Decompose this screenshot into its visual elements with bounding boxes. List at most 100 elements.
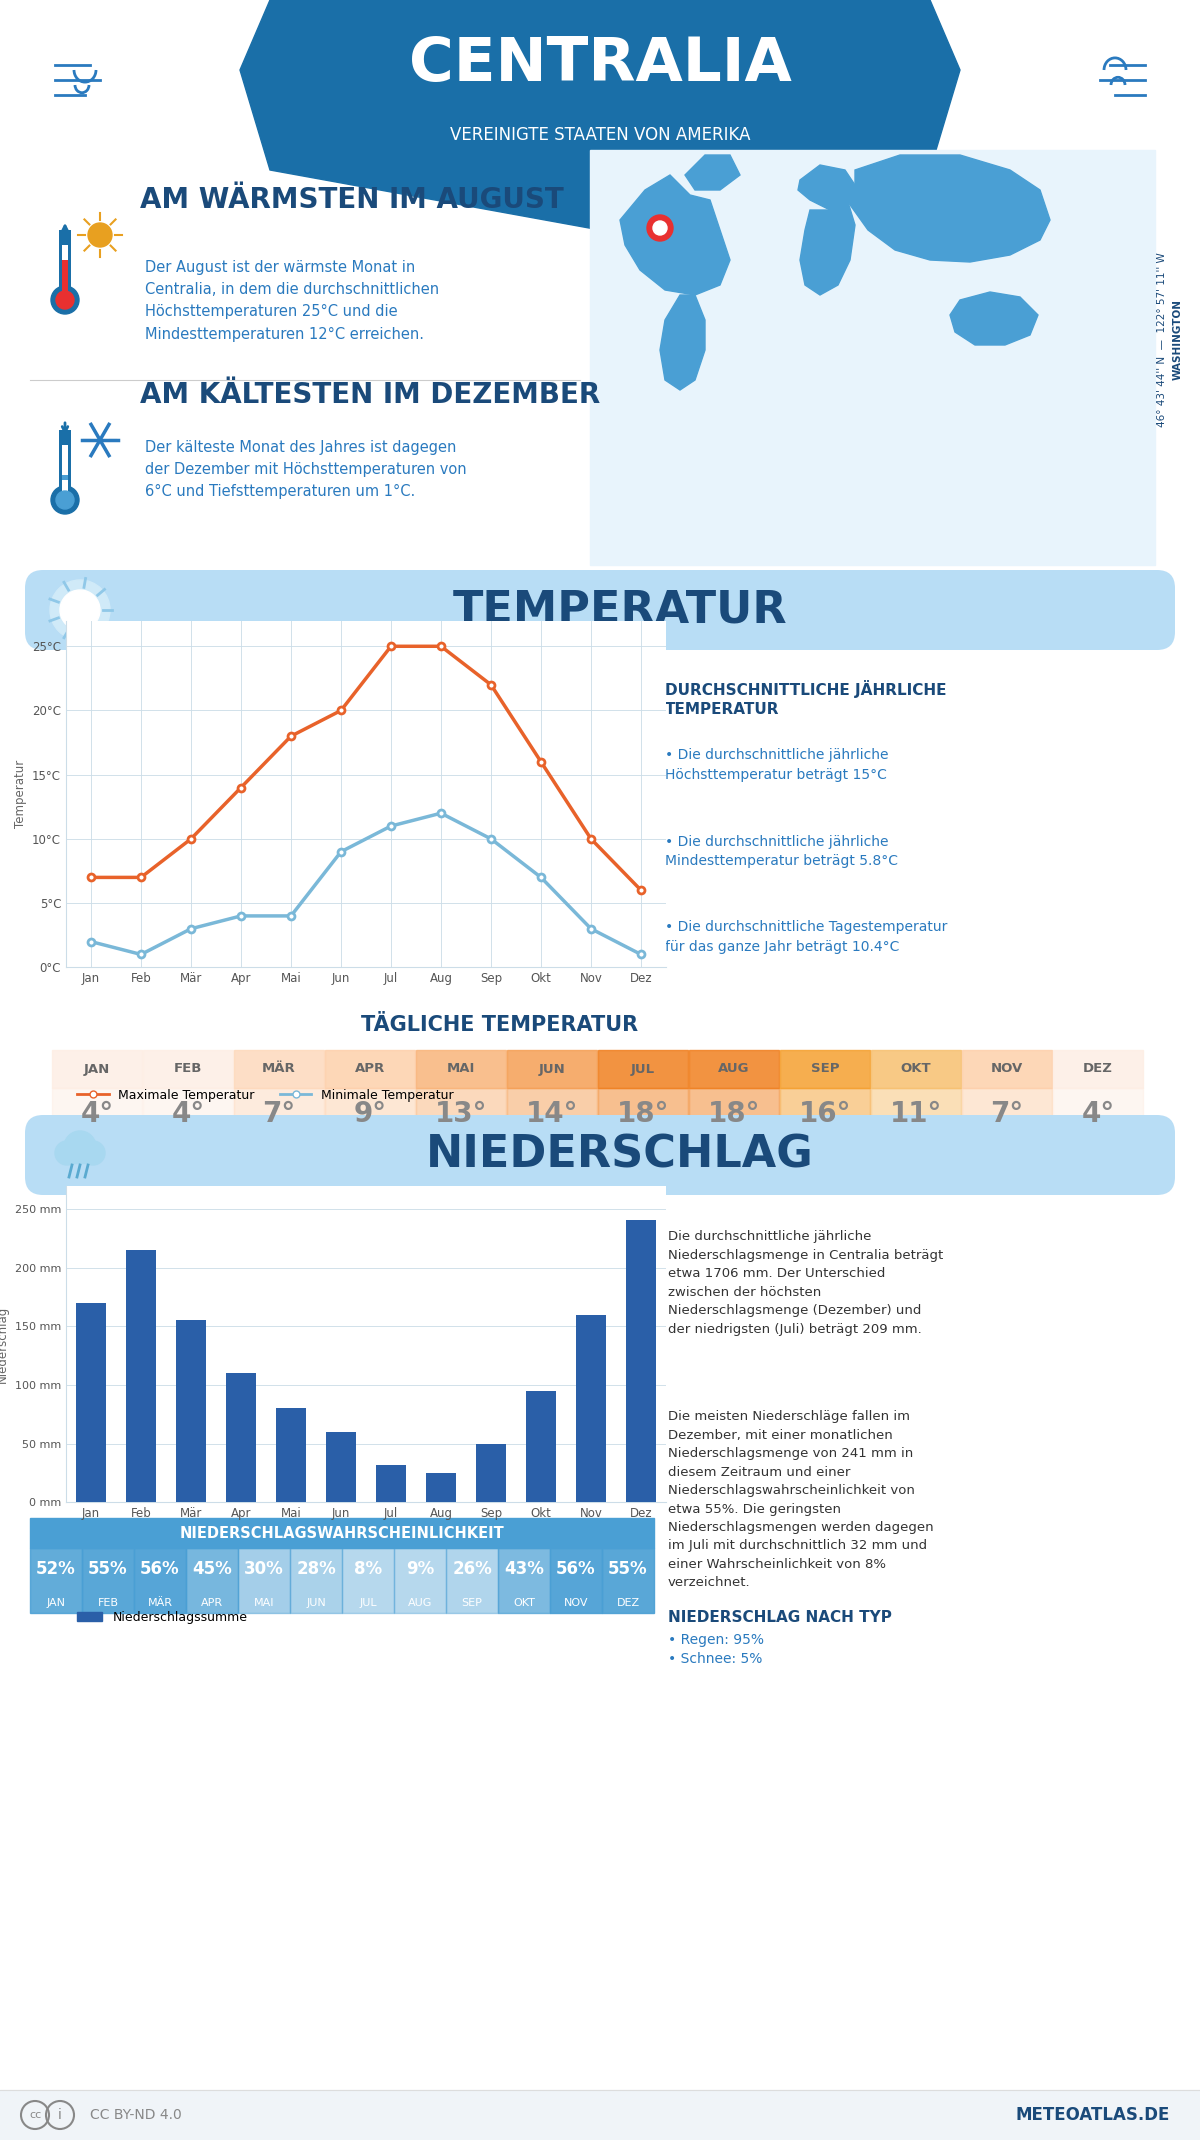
Bar — [276, 1408, 306, 1502]
Text: 55%: 55% — [608, 1560, 648, 1577]
Circle shape — [88, 223, 112, 246]
Polygon shape — [660, 295, 706, 389]
Text: CC BY-ND 4.0: CC BY-ND 4.0 — [90, 2108, 181, 2123]
Text: Die meisten Niederschläge fallen im
Dezember, mit einer monatlichen
Niederschlag: Die meisten Niederschläge fallen im Deze… — [668, 1410, 934, 1590]
Text: JAN: JAN — [47, 1599, 66, 1607]
Text: Der August ist der wärmste Monat in
Centralia, in dem die durchschnittlichen
Höc: Der August ist der wärmste Monat in Cent… — [145, 259, 439, 342]
FancyBboxPatch shape — [25, 1115, 1175, 1194]
Bar — [62, 244, 68, 295]
Bar — [0, 2091, 1200, 2140]
Bar — [62, 445, 68, 494]
Text: MÄR: MÄR — [262, 1061, 296, 1076]
Text: 52%: 52% — [36, 1560, 76, 1577]
Text: 8%: 8% — [354, 1560, 382, 1577]
Text: FEB: FEB — [97, 1599, 119, 1607]
Bar — [52, 1051, 142, 1087]
Bar — [30, 1517, 654, 1547]
Text: NIEDERSCHLAG: NIEDERSCHLAG — [426, 1134, 814, 1177]
Bar — [550, 1547, 601, 1614]
Bar — [689, 1051, 779, 1087]
Text: NIEDERSCHLAG NACH TYP: NIEDERSCHLAG NACH TYP — [668, 1609, 892, 1624]
Circle shape — [50, 580, 110, 640]
Bar — [59, 229, 71, 300]
Circle shape — [55, 1141, 79, 1164]
Text: 56%: 56% — [556, 1560, 596, 1577]
Text: METEOATLAS.DE: METEOATLAS.DE — [1015, 2106, 1170, 2125]
Bar — [689, 1087, 779, 1141]
Text: MAI: MAI — [253, 1599, 275, 1607]
Text: JUN: JUN — [306, 1599, 326, 1607]
Bar — [962, 1051, 1052, 1087]
Bar — [626, 1220, 656, 1502]
Polygon shape — [950, 291, 1038, 345]
Y-axis label: Niederschlag: Niederschlag — [0, 1305, 10, 1382]
Bar — [446, 1547, 498, 1614]
Text: OKT: OKT — [901, 1061, 931, 1076]
Bar — [30, 1547, 82, 1614]
Circle shape — [50, 486, 79, 514]
Bar — [176, 1320, 206, 1502]
Bar — [598, 1051, 688, 1087]
Bar — [871, 1087, 961, 1141]
Text: APR: APR — [355, 1061, 385, 1076]
Bar — [0, 0, 1200, 139]
Bar — [62, 475, 68, 479]
Text: AUG: AUG — [719, 1061, 750, 1076]
Y-axis label: Temperatur: Temperatur — [13, 760, 26, 828]
Text: 13°: 13° — [434, 1100, 487, 1128]
Bar — [326, 1432, 356, 1502]
Bar — [394, 1547, 445, 1614]
Text: SEP: SEP — [811, 1061, 839, 1076]
Bar — [1054, 1087, 1142, 1141]
Text: 30%: 30% — [244, 1560, 284, 1577]
Text: cc: cc — [29, 2110, 41, 2121]
Polygon shape — [800, 201, 854, 295]
Bar — [508, 1051, 598, 1087]
Bar — [780, 1051, 870, 1087]
Bar — [871, 1051, 961, 1087]
Bar — [226, 1374, 256, 1502]
Text: 14°: 14° — [526, 1100, 578, 1128]
Bar — [576, 1314, 606, 1502]
Bar — [325, 1051, 415, 1087]
Text: TEMPERATUR: TEMPERATUR — [452, 588, 787, 631]
Text: AUG: AUG — [408, 1599, 432, 1607]
Bar — [0, 139, 1200, 569]
Circle shape — [50, 287, 79, 315]
Circle shape — [60, 591, 100, 629]
Bar — [342, 1547, 394, 1614]
Text: 7°: 7° — [990, 1100, 1024, 1128]
Bar — [416, 1087, 506, 1141]
Bar — [780, 1087, 870, 1141]
Text: WASHINGTON: WASHINGTON — [1174, 300, 1183, 381]
Text: 11°: 11° — [890, 1100, 942, 1128]
FancyBboxPatch shape — [25, 569, 1175, 651]
Bar — [962, 1087, 1052, 1141]
Bar — [238, 1547, 289, 1614]
Bar — [325, 1087, 415, 1141]
Text: 45%: 45% — [192, 1560, 232, 1577]
Text: TÄGLICHE TEMPERATUR: TÄGLICHE TEMPERATUR — [361, 1014, 638, 1036]
Text: JUL: JUL — [359, 1599, 377, 1607]
Circle shape — [82, 1141, 106, 1164]
Bar — [508, 1087, 598, 1141]
Bar — [66, 1151, 94, 1162]
Bar — [590, 150, 1154, 565]
Bar — [52, 1087, 142, 1141]
Bar — [76, 1303, 106, 1502]
Text: • Regen: 95%: • Regen: 95% — [668, 1633, 764, 1648]
Text: DEZ: DEZ — [1084, 1061, 1112, 1076]
Text: Die durchschnittliche jährliche
Niederschlagsmenge in Centralia beträgt
etwa 170: Die durchschnittliche jährliche Niedersc… — [668, 1230, 943, 1335]
Circle shape — [653, 220, 667, 235]
Bar — [59, 430, 71, 501]
Text: OKT: OKT — [514, 1599, 535, 1607]
Bar — [498, 1547, 550, 1614]
Text: • Die durchschnittliche jährliche
Mindesttemperatur beträgt 5.8°C: • Die durchschnittliche jährliche Mindes… — [665, 835, 898, 869]
Text: AM KÄLTESTEN IM DEZEMBER: AM KÄLTESTEN IM DEZEMBER — [140, 381, 600, 409]
Circle shape — [56, 291, 74, 308]
Text: VEREINIGTE STAATEN VON AMERIKA: VEREINIGTE STAATEN VON AMERIKA — [450, 126, 750, 143]
Text: 4°: 4° — [1081, 1100, 1115, 1128]
Bar — [1054, 1051, 1142, 1087]
Text: MÄR: MÄR — [148, 1599, 173, 1607]
Text: 4°: 4° — [172, 1100, 205, 1128]
